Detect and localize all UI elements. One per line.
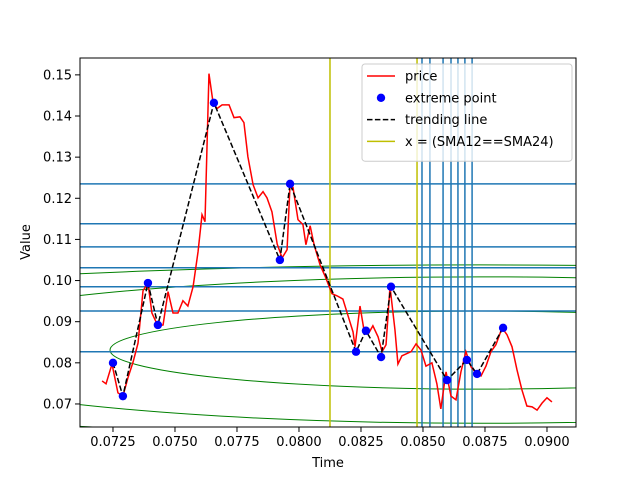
y-tick-label: 0.08 xyxy=(43,356,72,371)
y-tick-label: 0.14 xyxy=(43,110,72,125)
x-tick-label: 0.0775 xyxy=(214,435,260,450)
y-tick-label: 0.13 xyxy=(43,151,72,166)
legend-label: extreme point xyxy=(405,91,497,106)
legend-label: x = (SMA12==SMA24) xyxy=(405,135,554,150)
legend: price extreme point trending line x = (SMA1… xyxy=(361,63,573,162)
x-tick-label: 0.0825 xyxy=(338,435,384,450)
extreme-point xyxy=(275,255,285,265)
legend-label: price xyxy=(405,70,437,85)
legend-label: trending line xyxy=(405,113,487,128)
x-tick-label: 0.0850 xyxy=(400,435,446,450)
extreme-point xyxy=(498,323,508,333)
x-axis-label: Time xyxy=(311,456,344,471)
legend-marker xyxy=(376,93,386,103)
contour xyxy=(80,276,576,424)
x-tick-label: 0.0750 xyxy=(152,435,198,450)
x-tick-label: 0.0875 xyxy=(462,435,508,450)
y-tick-label: 0.09 xyxy=(43,315,72,330)
y-tick-label: 0.12 xyxy=(43,192,72,207)
extreme-point xyxy=(442,375,452,385)
extreme-point xyxy=(143,278,153,288)
extreme-point xyxy=(361,326,371,335)
y-tick-label: 0.11 xyxy=(43,233,72,248)
y-axis-label: Value xyxy=(19,224,34,260)
extreme-point xyxy=(209,98,219,108)
extreme-point xyxy=(386,282,396,291)
x-tick-label: 0.0725 xyxy=(90,435,136,450)
x-tick-label: 0.0900 xyxy=(524,435,570,450)
axes: 0.0725 0.0750 0.0775 0.0800 0.0825 0.0850 0.08… xyxy=(43,68,570,450)
y-tick-label: 0.10 xyxy=(43,274,72,289)
legend-frame xyxy=(361,63,573,162)
contour xyxy=(80,264,576,427)
extreme-point xyxy=(285,179,295,189)
extreme-point xyxy=(376,352,386,362)
axes-frame xyxy=(79,57,577,428)
y-tick-label: 0.07 xyxy=(43,397,72,412)
extreme-point xyxy=(108,358,118,368)
plot-area xyxy=(80,58,576,427)
y-tick-label: 0.15 xyxy=(43,68,72,83)
extreme-point xyxy=(351,347,361,356)
extreme-point xyxy=(462,355,472,365)
extreme-point xyxy=(153,320,163,330)
extreme-point xyxy=(118,391,128,401)
extreme-point xyxy=(472,369,482,379)
x-tick-label: 0.0800 xyxy=(276,435,322,450)
